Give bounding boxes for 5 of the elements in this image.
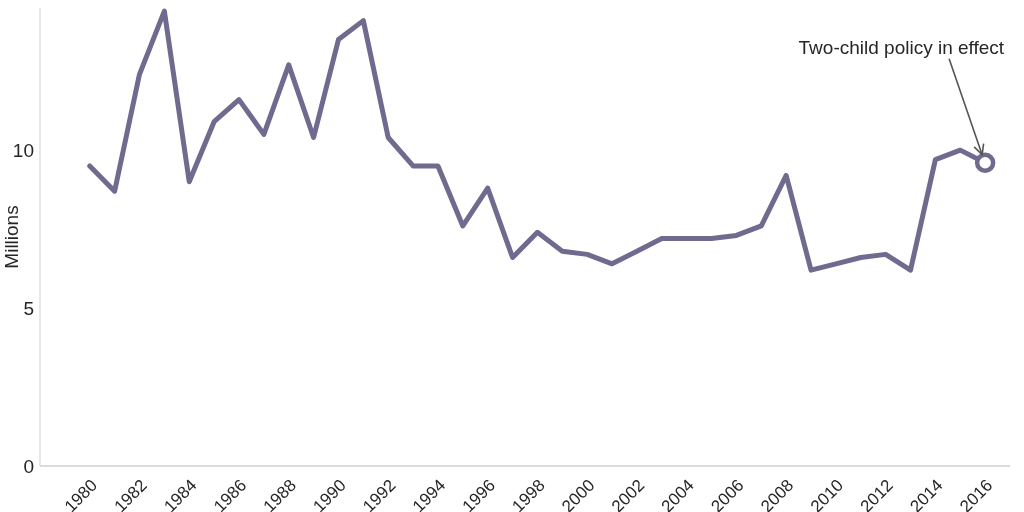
y-tick-label: 5 xyxy=(23,297,34,319)
y-tick-label: 10 xyxy=(12,139,34,161)
annotation: Two-child policy in effect xyxy=(798,36,1005,58)
y-axis-title: Millions xyxy=(0,205,22,269)
y-tick-label: 0 xyxy=(23,455,34,477)
